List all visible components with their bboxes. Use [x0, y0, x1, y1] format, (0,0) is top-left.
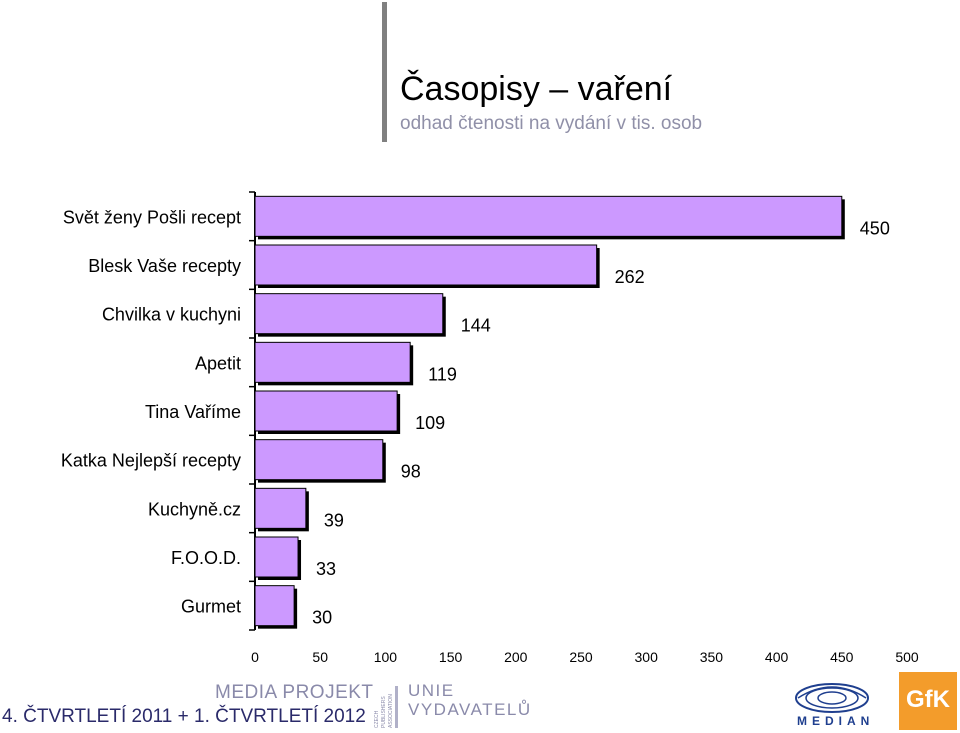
- category-label: F.O.O.D.: [171, 548, 241, 568]
- gfk-label: GfK: [906, 686, 950, 713]
- data-label: 262: [615, 267, 645, 287]
- data-label: 450: [860, 218, 890, 238]
- title-accent-bar: [382, 2, 387, 142]
- data-label: 109: [415, 413, 445, 433]
- bar: [254, 293, 444, 335]
- unie-line-1: UNIE: [408, 681, 455, 700]
- category-label: Gurmet: [181, 597, 241, 617]
- media-projekt-label: MEDIA PROJEKT: [215, 682, 374, 703]
- cpa-logo: CZECH PUBLISHERS ASSOCIATION: [374, 686, 398, 728]
- bar: [254, 439, 384, 481]
- x-tick-label: 400: [765, 649, 789, 665]
- chart-subtitle: odhad čtenosti na vydání v tis. osob: [400, 113, 703, 134]
- bar: [254, 536, 299, 578]
- bar: [254, 341, 411, 383]
- unie-line-2: VYDAVATELŮ: [408, 700, 532, 719]
- gfk-logo: GfK: [899, 672, 957, 730]
- x-tick-label: 200: [504, 649, 528, 665]
- data-label: 33: [316, 559, 336, 579]
- bar: [254, 244, 598, 286]
- x-tick-label: 100: [374, 649, 398, 665]
- median-globe-logo: [795, 683, 869, 713]
- x-tick-label: 300: [635, 649, 659, 665]
- x-tick-label: 450: [830, 649, 854, 665]
- data-label: 98: [401, 462, 421, 482]
- median-label: MEDIAN: [797, 714, 875, 728]
- data-label: 39: [324, 510, 344, 530]
- category-label: Tina Vaříme: [145, 402, 241, 422]
- category-label: Katka Nejlepší recepty: [61, 451, 241, 471]
- bar: [254, 487, 307, 529]
- data-label: 144: [461, 316, 491, 336]
- x-tick-label: 250: [569, 649, 593, 665]
- data-label: 30: [312, 608, 332, 628]
- x-tick-label: 150: [439, 649, 463, 665]
- x-tick-label: 500: [895, 649, 919, 665]
- period-label: 4. ČTVRTLETÍ 2011 + 1. ČTVRTLETÍ 2012: [2, 706, 366, 727]
- category-label: Svět ženy Pošli recept: [63, 207, 241, 227]
- category-label: Kuchyně.cz: [148, 499, 241, 519]
- category-label: Chvilka v kuchyni: [102, 305, 241, 325]
- cpa-line-3: ASSOCIATION: [388, 694, 394, 728]
- x-tick-label: 350: [700, 649, 724, 665]
- bar: [254, 585, 295, 627]
- x-tick-label: 0: [251, 649, 259, 665]
- cpa-line-1: CZECH: [374, 710, 380, 728]
- category-label: Blesk Vaše recepty: [88, 256, 241, 276]
- chart-title: Časopisy – vaření: [400, 70, 673, 108]
- x-tick-label: 50: [312, 649, 328, 665]
- bar: [254, 195, 843, 237]
- data-label: 119: [428, 364, 457, 384]
- cpa-line-2: PUBLISHERS: [381, 696, 387, 728]
- unie-vydavatelu-logo: UNIE VYDAVATELŮ: [408, 681, 532, 719]
- bar: [254, 390, 398, 432]
- category-label: Apetit: [195, 353, 241, 373]
